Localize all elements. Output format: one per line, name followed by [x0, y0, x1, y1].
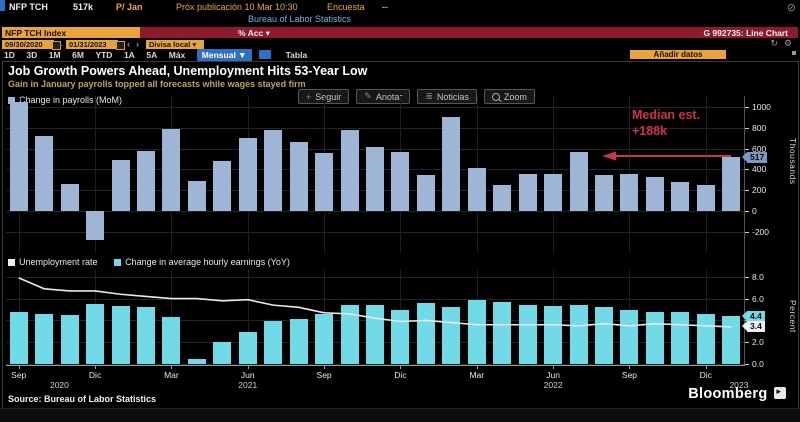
bloomberg-terminal-window: NFP TCH 517k P/ Jan Próx publicación 10 …: [0, 0, 800, 422]
ticker-last-value: 517k: [73, 2, 93, 12]
pencil-icon: ✎: [364, 91, 372, 102]
period-button-1y[interactable]: 1A: [124, 50, 135, 60]
chart-id-label: G 992735: Line Chart: [703, 28, 788, 38]
unemployment-legend-swatch: [8, 259, 15, 266]
period-button-1d[interactable]: 1D: [4, 50, 15, 60]
acc-dropdown[interactable]: % Acc ▾: [238, 28, 270, 39]
frequency-dropdown[interactable]: Mensual ▼: [197, 49, 252, 61]
median-annotation-line2: +188k: [632, 124, 667, 138]
calendar-icon[interactable]: [116, 41, 125, 50]
annotate-button[interactable]: ✎Anotar: [356, 89, 410, 104]
window-icon: [0, 0, 5, 11]
source-label: Source: Bureau of Labor Statistics: [8, 394, 156, 404]
survey-value: --: [382, 2, 388, 12]
panel-handle-icon[interactable]: [792, 51, 796, 55]
ticker-symbol: NFP TCH: [9, 2, 48, 12]
period-button-1m[interactable]: 1M: [49, 50, 61, 60]
refresh-icon[interactable]: ↻: [770, 38, 778, 49]
median-annotation-arrow: [600, 149, 740, 163]
status-strip: [0, 408, 800, 422]
chart-type-icon[interactable]: [259, 50, 271, 59]
date-from-field[interactable]: 09/30/2020: [2, 40, 54, 49]
period-button-max[interactable]: Máx: [169, 50, 186, 60]
data-source-link[interactable]: Bureau of Labor Statistics: [248, 14, 351, 24]
period-button-ytd[interactable]: YTD: [95, 50, 112, 60]
next-release-label: Próx publicación 10 Mar 10:30: [176, 2, 298, 12]
add-data-button[interactable]: Añadir datos: [630, 50, 726, 59]
next-period-arrow-icon[interactable]: ›: [136, 39, 139, 49]
chart-title: Job Growth Powers Ahead, Unemployment Hi…: [8, 64, 367, 78]
median-annotation-line1: Median est.: [632, 108, 700, 122]
news-icon: ≣: [425, 91, 433, 102]
news-button[interactable]: ≣Noticias: [417, 89, 477, 104]
earnings-legend-swatch: [114, 259, 121, 266]
bottom-legend: Unemployment rate Change in average hour…: [8, 257, 290, 267]
bloomberg-logo-icon: ▸: [774, 387, 786, 399]
period-button-5y[interactable]: 5A: [146, 50, 157, 60]
prev-period-arrow-icon[interactable]: ‹: [127, 39, 130, 49]
payrolls-legend-swatch: [8, 97, 15, 104]
follow-button[interactable]: +Seguir: [298, 89, 349, 104]
zoom-button[interactable]: Zoom: [484, 89, 535, 104]
period-button-6m[interactable]: 6M: [72, 50, 84, 60]
chart-subtitle: Gain in January payrolls topped all fore…: [8, 79, 306, 89]
survey-label: Encuesta: [327, 2, 365, 12]
security-field[interactable]: NFP TCH Index: [2, 27, 144, 38]
bloomberg-logo: Bloomberg ▸: [688, 386, 786, 402]
price-period-label: P/ Jan: [116, 2, 143, 12]
table-button[interactable]: Tabla: [286, 50, 308, 60]
magnifier-icon: [492, 93, 500, 101]
date-to-field[interactable]: 01/31/2023: [66, 40, 118, 49]
payrolls-legend: Change in payrolls (MoM): [8, 95, 122, 105]
period-button-3d[interactable]: 3D: [26, 50, 37, 60]
prohibition-icon[interactable]: ⊘: [787, 1, 796, 14]
plus-icon: +: [306, 92, 311, 102]
gear-icon[interactable]: ⚙: [784, 38, 792, 49]
currency-dropdown[interactable]: Divisa local ▾: [146, 40, 204, 49]
